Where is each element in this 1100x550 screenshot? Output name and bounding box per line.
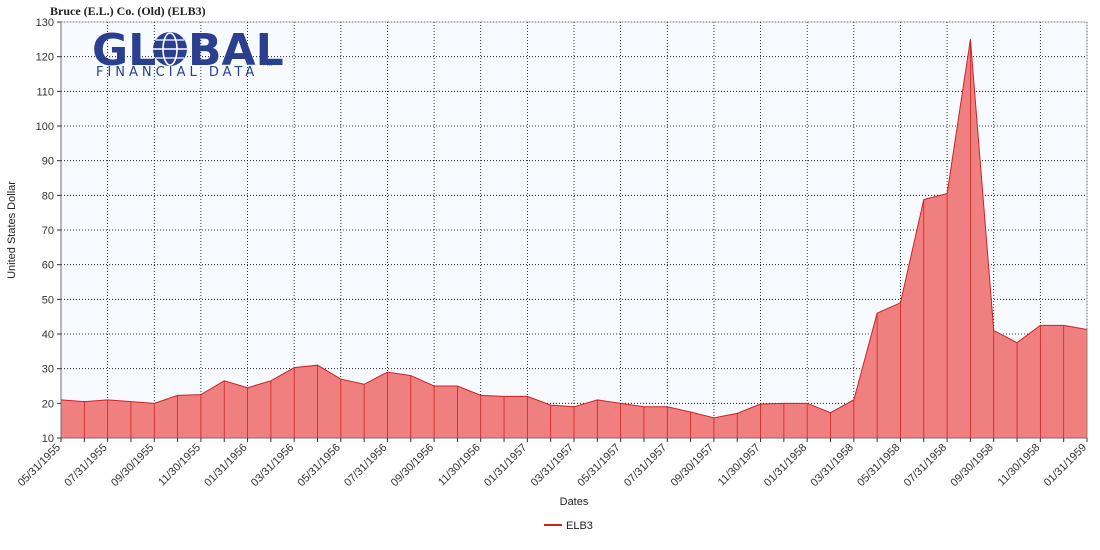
x-tick-label: 01/31/1958 xyxy=(762,442,809,489)
x-tick-label: 09/30/1956 xyxy=(389,442,436,489)
x-tick-label: 11/30/1958 xyxy=(996,442,1043,489)
legend-label-elb3: ELB3 xyxy=(566,520,593,532)
y-tick-label: 110 xyxy=(36,86,54,98)
x-tick-label: 01/31/1956 xyxy=(202,442,249,489)
logo-text-right: BAL xyxy=(188,25,284,76)
x-tick-label: 09/30/1957 xyxy=(669,442,716,489)
logo-subtitle: FINANCIAL DATA xyxy=(96,65,258,80)
y-tick-label: 50 xyxy=(42,294,54,306)
x-tick-labels: 05/31/1955 07/31/1955 09/30/1955 11/30/1955… xyxy=(16,442,1089,489)
y-tick-label: 70 xyxy=(42,225,54,237)
x-tick-label: 01/31/1957 xyxy=(482,442,529,489)
x-tick-label: 07/31/1957 xyxy=(622,442,669,489)
legend: ELB3 xyxy=(544,520,593,532)
series-fill-elb3 xyxy=(61,39,1087,438)
y-tick-label: 10 xyxy=(42,433,54,445)
y-tick-label: 20 xyxy=(42,398,54,410)
x-tick-label: 03/31/1958 xyxy=(809,442,856,489)
y-tick-labels: 10 20 30 40 50 60 70 80 90 100 110 120 130 xyxy=(36,17,54,445)
y-tick-label: 130 xyxy=(36,17,54,29)
x-tick-label: 07/31/1958 xyxy=(902,442,949,489)
trademark-symbol: ™ xyxy=(266,63,273,71)
x-tick-label: 09/30/1955 xyxy=(109,442,156,489)
chart-title: Bruce (E.L.) Co. (Old) (ELB3) xyxy=(50,4,206,18)
globe-icon xyxy=(153,32,187,66)
x-tick-label: 03/31/1956 xyxy=(249,442,296,489)
x-tick-label: 03/31/1957 xyxy=(529,442,576,489)
y-tick-label: 60 xyxy=(42,260,54,272)
x-tick-label: 11/30/1957 xyxy=(716,442,763,489)
x-tick-label: 05/31/1957 xyxy=(575,442,622,489)
global-financial-data-logo: GL BAL FINANCIAL DATA ™ xyxy=(92,25,284,80)
x-tick-label: 05/31/1955 xyxy=(16,442,63,489)
logo-text-left: GL xyxy=(92,25,156,76)
y-tick-label: 90 xyxy=(42,156,54,168)
y-tick-label: 30 xyxy=(42,364,54,376)
x-tick-label: 09/30/1958 xyxy=(948,442,995,489)
x-tick-label: 01/31/1959 xyxy=(1042,442,1089,489)
y-axis-title: United States Dollar xyxy=(6,181,18,279)
y-tick-label: 80 xyxy=(42,190,54,202)
x-tick-label: 11/30/1956 xyxy=(436,442,483,489)
x-tick-label: 05/31/1958 xyxy=(855,442,902,489)
y-tick-label: 120 xyxy=(36,52,54,64)
y-tick-label: 40 xyxy=(42,329,54,341)
y-tick-label: 100 xyxy=(36,121,54,133)
axes xyxy=(57,21,1088,442)
x-tick-label: 05/31/1956 xyxy=(296,442,343,489)
x-axis-title: Dates xyxy=(560,496,589,508)
x-tick-label: 11/30/1955 xyxy=(156,442,203,489)
x-tick-label: 07/31/1956 xyxy=(342,442,389,489)
x-tick-label: 07/31/1955 xyxy=(62,442,109,489)
